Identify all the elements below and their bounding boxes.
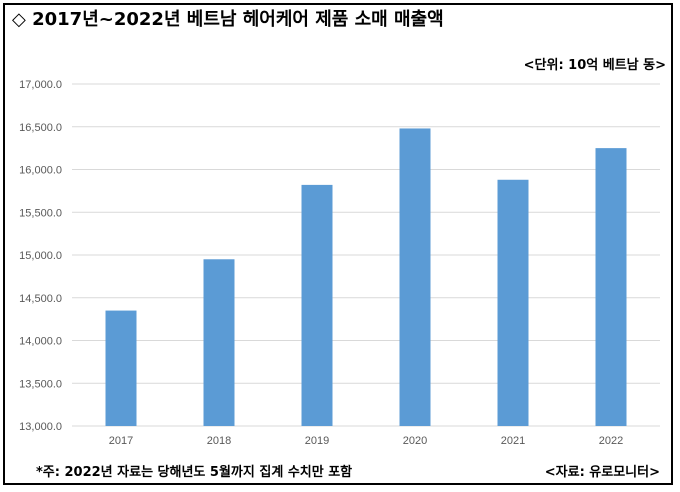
x-tick-label: 2020 xyxy=(403,435,427,447)
gridlines xyxy=(72,83,660,427)
bar-2018 xyxy=(203,259,235,426)
y-tick-label: 16,000.0 xyxy=(19,165,62,177)
unit-label: <단위: 10억 베트남 동> xyxy=(523,58,666,73)
y-tick-label: 15,000.0 xyxy=(19,250,62,262)
y-tick-label: 14,000.0 xyxy=(19,336,62,348)
y-tick-label: 16,500.0 xyxy=(19,122,62,134)
x-tick-label: 2021 xyxy=(501,435,525,447)
source-label: <자료: 유로모니터> xyxy=(544,465,660,480)
y-tick-label: 17,000.0 xyxy=(19,79,62,91)
bar-2017 xyxy=(105,310,137,426)
bar-2021 xyxy=(497,179,529,426)
x-tick-label: 2017 xyxy=(109,435,133,447)
bar-2020 xyxy=(399,128,431,426)
y-tick-label: 14,500.0 xyxy=(19,293,62,305)
x-axis-ticks: 2017 2018 2019 2020 2021 2022 xyxy=(109,435,623,447)
bar-2019 xyxy=(301,184,333,426)
chart-title: ◇ 2017년~2022년 베트남 헤어케어 제품 소매 매출액 xyxy=(12,9,444,30)
y-tick-label: 13,500.0 xyxy=(19,378,62,390)
y-tick-label: 13,000.0 xyxy=(19,421,62,433)
footnote: *주: 2022년 자료는 당해년도 5월까지 집계 수치만 포함 xyxy=(36,465,353,480)
bars xyxy=(105,128,627,426)
y-axis-ticks: 13,000.0 13,500.0 14,000.0 14,500.0 15,000.0… xyxy=(19,79,62,433)
x-tick-label: 2019 xyxy=(305,435,329,447)
x-tick-label: 2022 xyxy=(599,435,623,447)
x-tick-label: 2018 xyxy=(207,435,231,447)
bar-2022 xyxy=(595,148,627,426)
y-tick-label: 15,500.0 xyxy=(19,207,62,219)
